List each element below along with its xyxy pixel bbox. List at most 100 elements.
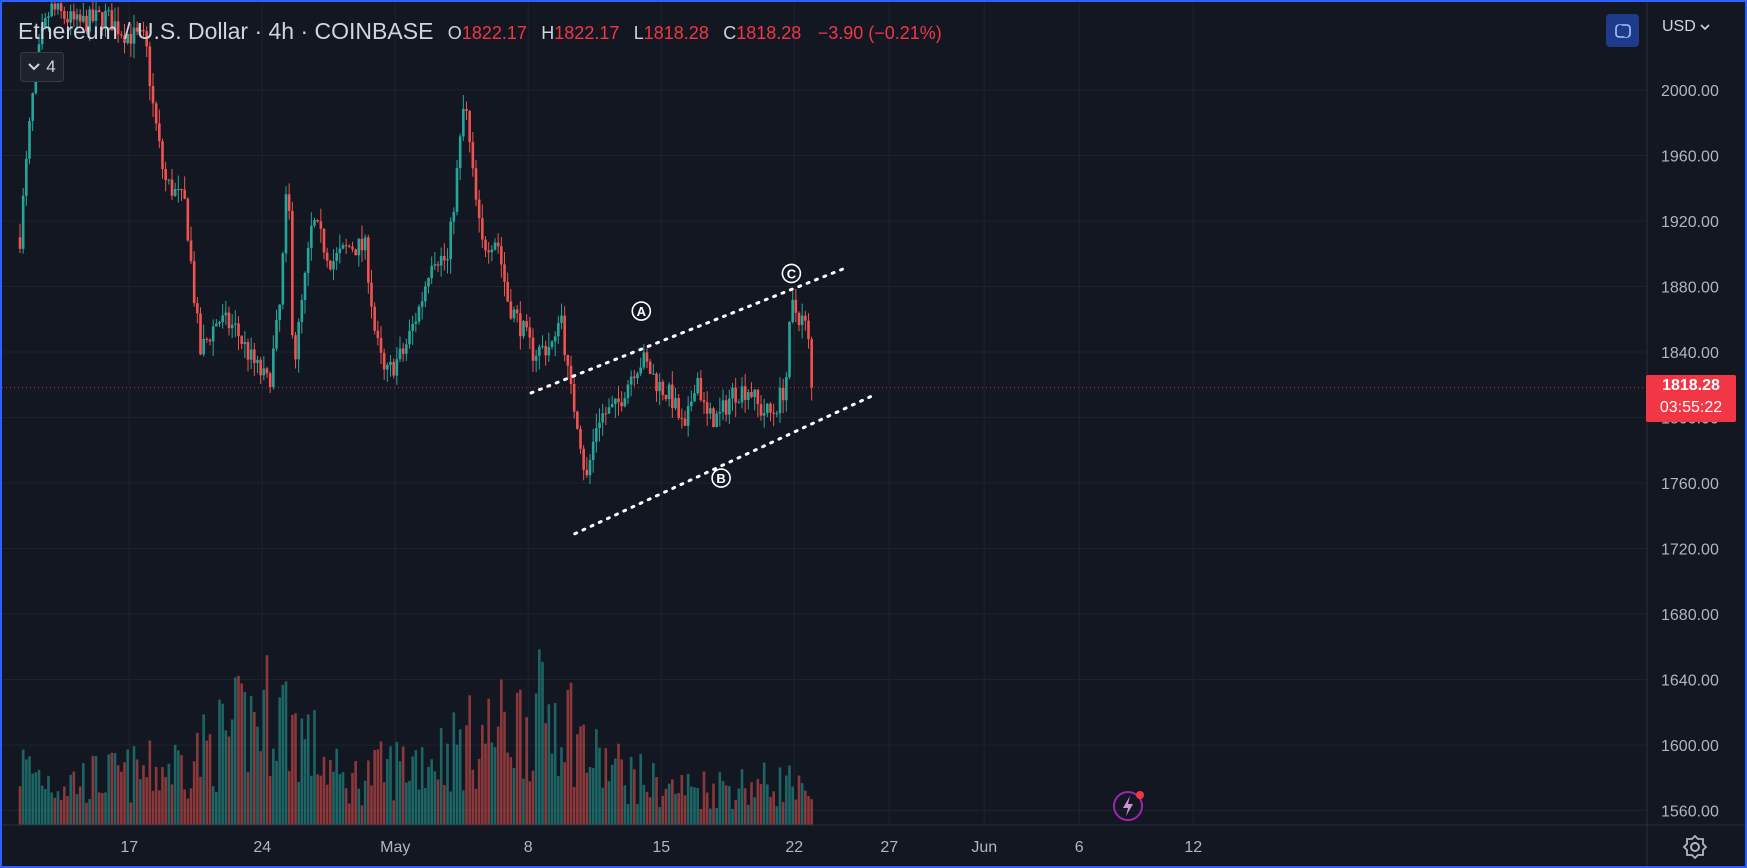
volume-bar <box>221 703 224 825</box>
candle-body <box>167 179 171 181</box>
lightning-icon[interactable] <box>1112 788 1148 824</box>
candle-body <box>424 286 427 302</box>
volume-bar <box>709 808 712 825</box>
volume-bar <box>126 749 129 825</box>
volume-bar <box>477 758 481 825</box>
volume-bar <box>25 759 28 825</box>
channel-drawings[interactable]: A B C <box>529 263 877 536</box>
volume-bar <box>781 801 785 825</box>
volume-bar <box>785 775 788 825</box>
candle-body <box>291 210 294 336</box>
candle-body <box>471 142 475 169</box>
price-tick-label: 1720.00 <box>1661 542 1719 559</box>
volume-bar <box>104 792 107 825</box>
candle-body <box>674 398 677 409</box>
volume-bar <box>769 796 772 825</box>
candle-body <box>354 249 357 256</box>
candle-body <box>503 264 506 282</box>
volume-bar <box>173 744 177 825</box>
volume-bar <box>44 789 47 825</box>
candle-body <box>278 304 281 320</box>
candle-body <box>788 321 791 378</box>
candle-body <box>506 281 509 302</box>
candle-body <box>436 264 440 266</box>
volume-bar <box>154 766 158 825</box>
candle-body <box>88 9 91 32</box>
indicators-toggle-button[interactable]: 4 <box>20 52 64 82</box>
candle-body <box>63 10 66 19</box>
volume-bar <box>522 778 525 825</box>
candle-body <box>652 373 655 375</box>
volume-bar <box>278 697 281 825</box>
candle-body <box>91 9 95 21</box>
candle-body <box>791 299 794 322</box>
volume-bar <box>281 684 285 825</box>
time-tick-label: Jun <box>971 839 997 856</box>
volume-bar <box>183 789 186 825</box>
candle-body <box>794 299 798 313</box>
candle-body <box>766 403 769 414</box>
volume-bar <box>348 803 351 825</box>
volume-bar <box>661 795 665 825</box>
candle-body <box>525 321 528 328</box>
candle-body <box>693 393 696 402</box>
candle-body <box>227 312 231 329</box>
candle-body <box>78 14 82 22</box>
candle-body <box>604 413 608 415</box>
time-tick-label: 12 <box>1184 839 1202 856</box>
volume-bar <box>382 782 386 825</box>
volume-bar <box>658 807 661 825</box>
candle-body <box>246 342 250 360</box>
volume-bar <box>284 681 288 825</box>
candle-body <box>610 404 614 408</box>
volume-bar <box>316 774 319 825</box>
volume-bar <box>807 796 810 825</box>
volume-bar <box>601 787 604 825</box>
volume-bar <box>151 790 155 825</box>
volume-bar <box>557 776 560 825</box>
low-value: 1818.28 <box>643 23 709 43</box>
candle-body <box>177 189 180 191</box>
time-tick-label: 27 <box>880 839 898 856</box>
fullscreen-button[interactable] <box>1606 14 1639 47</box>
volume-bar <box>379 741 383 825</box>
candle-body <box>303 272 307 301</box>
volume-bar <box>759 783 763 825</box>
gear-icon[interactable] <box>1682 834 1708 860</box>
close-value: 1818.28 <box>736 23 802 43</box>
volume-bar <box>804 790 807 825</box>
candle-body <box>25 158 28 196</box>
volume-bar <box>645 791 649 825</box>
candle-body <box>519 313 522 337</box>
candle-body <box>512 309 516 319</box>
volume-bar <box>652 762 655 825</box>
candle-body <box>370 282 373 307</box>
symbol-title[interactable]: Ethereum / U.S. Dollar · 4h · COINBASE <box>18 18 434 44</box>
volume-bar <box>376 749 380 825</box>
candle-body <box>253 349 256 364</box>
volume-bar <box>253 712 256 825</box>
candle-body <box>566 354 570 366</box>
candle-body <box>408 330 411 345</box>
volume-bar <box>712 783 715 825</box>
volume-bar <box>756 779 760 825</box>
volume-bar <box>306 714 310 825</box>
volume-bar <box>585 772 589 825</box>
candle-body <box>211 326 215 342</box>
volume-bar <box>424 787 427 825</box>
candle-body <box>664 394 668 400</box>
volume-bar <box>702 771 706 825</box>
candle-body <box>411 323 414 331</box>
candle-body <box>493 242 497 250</box>
volume-bar <box>69 774 72 825</box>
currency-selector[interactable]: USD <box>1662 18 1710 36</box>
volume-bar <box>408 781 411 825</box>
candle-body <box>775 413 779 415</box>
volume-bar <box>512 768 516 825</box>
volume-bar <box>506 752 509 825</box>
candle-body <box>164 169 167 181</box>
candle-body <box>101 12 104 27</box>
volume-bar <box>395 741 399 825</box>
